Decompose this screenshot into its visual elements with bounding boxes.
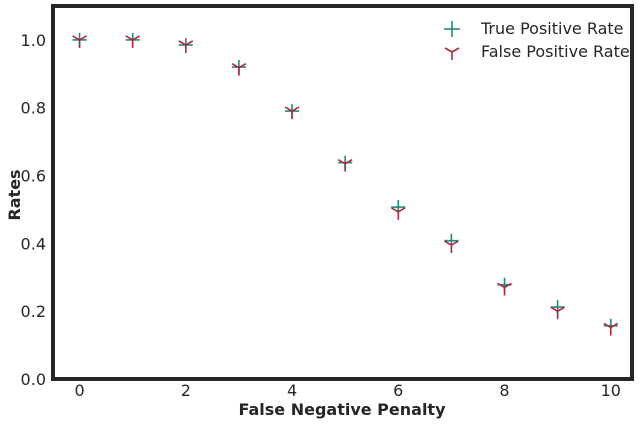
fpr-point xyxy=(178,40,194,53)
x-tick-label: 0 xyxy=(74,381,84,400)
fpr-point xyxy=(337,158,353,172)
x-tick-label: 4 xyxy=(287,381,297,400)
legend-item: False Positive Rate xyxy=(444,42,630,61)
plot-frame xyxy=(51,4,634,381)
fpr-point xyxy=(125,35,141,48)
legend-label: False Positive Rate xyxy=(481,42,630,61)
y-tick-label: 0.4 xyxy=(21,234,46,253)
fpr-point xyxy=(550,306,565,320)
y-tick-label: 0.0 xyxy=(21,370,46,389)
fpr-point xyxy=(231,63,247,76)
fpr-point xyxy=(497,282,512,296)
y-tick-label: 0.6 xyxy=(21,167,46,186)
x-tick-labels: 0 2 4 6 8 10 xyxy=(74,381,620,400)
legend-label: True Positive Rate xyxy=(480,19,624,38)
y-tick-label: 0.2 xyxy=(21,302,46,321)
fpr-point xyxy=(284,106,300,120)
fpr-point xyxy=(72,35,87,48)
x-tick-label: 8 xyxy=(499,381,509,400)
fpr-point xyxy=(390,207,406,220)
legend-item: True Positive Rate xyxy=(444,19,624,38)
legend-marker-plus xyxy=(444,21,460,37)
y-tick-label: 0.8 xyxy=(21,99,46,118)
x-tick-label: 10 xyxy=(601,381,621,400)
x-tick-label: 2 xyxy=(181,381,191,400)
legend: True Positive Rate False Positive Rate xyxy=(444,19,630,61)
legend-marker-tri xyxy=(444,47,460,60)
fpr-point xyxy=(444,240,459,254)
y-tick-label: 1.0 xyxy=(21,31,46,50)
fpr-point xyxy=(603,322,619,336)
y-axis-title: Rates xyxy=(5,169,24,220)
x-axis-title: False Negative Penalty xyxy=(238,400,446,419)
data-marks xyxy=(72,32,619,336)
y-tick-labels: 0.0 0.2 0.4 0.6 0.8 1.0 xyxy=(21,31,46,389)
x-tick-label: 6 xyxy=(393,381,403,400)
